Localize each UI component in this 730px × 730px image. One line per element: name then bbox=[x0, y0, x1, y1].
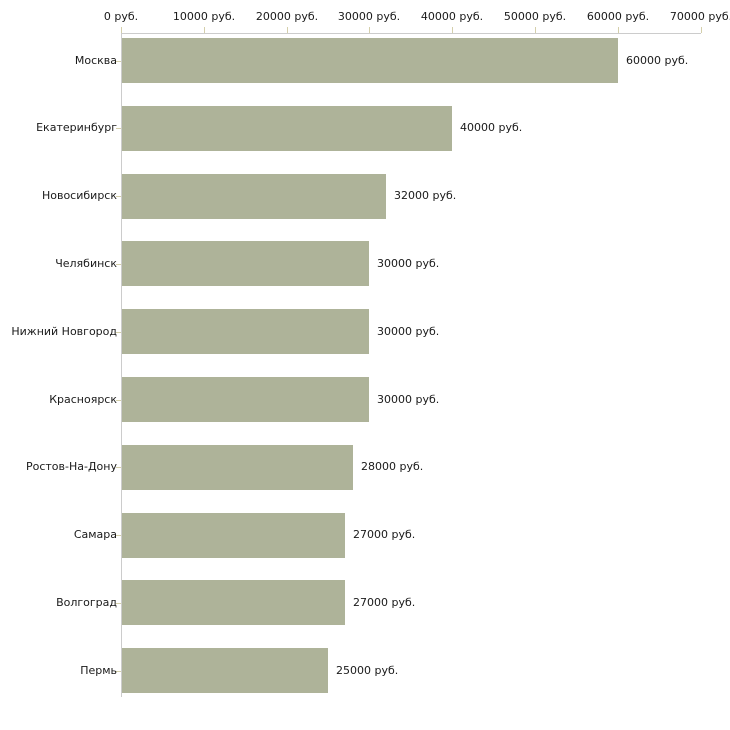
bar bbox=[122, 241, 369, 286]
x-axis-tick-label: 20000 руб. bbox=[255, 10, 319, 23]
x-axis-tick-label: 30000 руб. bbox=[337, 10, 401, 23]
y-axis-tick bbox=[116, 264, 121, 265]
value-label: 32000 руб. bbox=[394, 189, 457, 202]
category-label: Новосибирск bbox=[41, 189, 117, 202]
x-axis-tick-label: 10000 руб. bbox=[172, 10, 236, 23]
value-label: 27000 руб. bbox=[353, 528, 416, 541]
x-axis-tick-label: 60000 руб. bbox=[586, 10, 650, 23]
category-label: Красноярск bbox=[49, 393, 117, 406]
x-axis-tick bbox=[204, 27, 205, 33]
value-label: 25000 руб. bbox=[336, 664, 399, 677]
y-axis-tick bbox=[116, 61, 121, 62]
value-label: 60000 руб. bbox=[626, 54, 689, 67]
x-axis-tick-label: 70000 руб. bbox=[669, 10, 730, 23]
value-label: 40000 руб. bbox=[460, 121, 523, 134]
category-label: Екатеринбург bbox=[36, 121, 117, 134]
bar bbox=[122, 309, 369, 354]
category-label: Нижний Новгород bbox=[11, 325, 117, 338]
category-label: Челябинск bbox=[55, 257, 117, 270]
category-label: Ростов-На-Дону bbox=[25, 460, 117, 473]
x-axis-tick bbox=[121, 27, 122, 33]
x-axis-tick bbox=[701, 27, 702, 33]
y-axis-tick bbox=[116, 671, 121, 672]
y-axis-tick bbox=[116, 128, 121, 129]
y-axis-line bbox=[121, 33, 122, 697]
x-axis-tick bbox=[535, 27, 536, 33]
x-axis-tick bbox=[618, 27, 619, 33]
y-axis-tick bbox=[116, 535, 121, 536]
category-label: Волгоград bbox=[56, 596, 117, 609]
value-label: 28000 руб. bbox=[361, 460, 424, 473]
y-axis-tick bbox=[116, 467, 121, 468]
bar bbox=[122, 38, 618, 83]
y-axis-tick bbox=[116, 332, 121, 333]
x-axis-tick bbox=[369, 27, 370, 33]
bar bbox=[122, 445, 353, 490]
value-label: 27000 руб. bbox=[353, 596, 416, 609]
category-label: Самара bbox=[73, 528, 117, 541]
value-label: 30000 руб. bbox=[377, 393, 440, 406]
y-axis-tick bbox=[116, 400, 121, 401]
bar bbox=[122, 513, 345, 558]
bar bbox=[122, 174, 386, 219]
value-label: 30000 руб. bbox=[377, 325, 440, 338]
value-label: 30000 руб. bbox=[377, 257, 440, 270]
y-axis-tick bbox=[116, 603, 121, 604]
bar bbox=[122, 648, 328, 693]
category-label: Пермь bbox=[80, 664, 117, 677]
x-axis-tick-label: 0 руб. bbox=[103, 10, 139, 23]
category-label: Москва bbox=[74, 54, 117, 67]
x-axis-tick bbox=[287, 27, 288, 33]
x-axis-tick-label: 40000 руб. bbox=[420, 10, 484, 23]
x-axis-line bbox=[121, 33, 701, 34]
bar bbox=[122, 580, 345, 625]
y-axis-tick bbox=[116, 196, 121, 197]
x-axis-tick bbox=[452, 27, 453, 33]
x-axis-tick-label: 50000 руб. bbox=[503, 10, 567, 23]
bar bbox=[122, 377, 369, 422]
bar bbox=[122, 106, 452, 151]
